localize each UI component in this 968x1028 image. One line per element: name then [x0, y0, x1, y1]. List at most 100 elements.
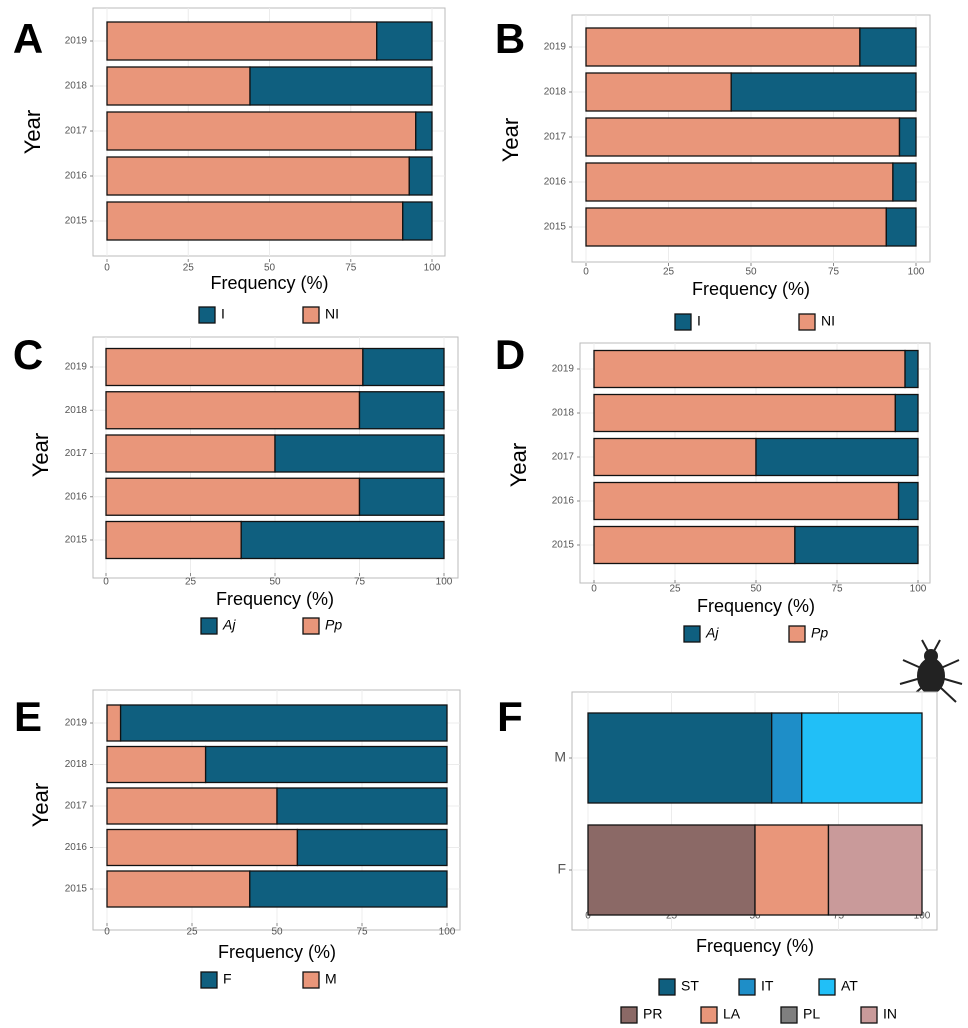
x-tick-label: 0 [103, 577, 109, 588]
bar-segment [107, 747, 206, 783]
x-axis-title: Frequency (%) [216, 589, 334, 609]
x-tick-label: 25 [183, 263, 195, 274]
y-tick-label: 2015 [552, 540, 575, 551]
bar-segment [377, 22, 432, 60]
legend-swatch [675, 314, 691, 330]
bar-segment [106, 349, 363, 386]
bar-segment [802, 713, 922, 803]
bar-segment [275, 435, 444, 472]
bar-segment [107, 705, 121, 741]
y-tick-label: 2017 [552, 452, 575, 463]
y-axis-title: Year [20, 110, 45, 154]
y-tick-label: 2015 [544, 222, 567, 233]
bar-segment [588, 825, 755, 915]
bar-segment [250, 871, 447, 907]
x-tick-label: 25 [669, 584, 681, 595]
x-axis-title: Frequency (%) [210, 273, 328, 293]
bar-segment [121, 705, 447, 741]
legend-label: PR [643, 1006, 662, 1022]
bar-segment [106, 478, 360, 515]
bar-segment [588, 713, 772, 803]
bar-segment [900, 118, 917, 156]
x-tick-label: 50 [745, 267, 757, 278]
x-tick-label: 0 [591, 584, 597, 595]
legend-label: Pp [325, 617, 342, 633]
x-tick-label: 0 [104, 927, 110, 938]
bar-segment [886, 208, 916, 246]
bar-segment [107, 112, 416, 150]
bar-segment [360, 478, 445, 515]
x-tick-label: 50 [750, 584, 762, 595]
x-axis-title: Frequency (%) [697, 596, 815, 616]
y-axis-title: Year [506, 443, 531, 487]
y-tick-label: 2019 [544, 42, 567, 53]
x-tick-label: 100 [908, 267, 925, 278]
x-tick-label: 25 [186, 927, 198, 938]
legend-swatch [861, 1007, 877, 1023]
y-tick-label: 2016 [544, 177, 567, 188]
y-tick-label: 2019 [552, 364, 575, 375]
y-tick-label: 2015 [65, 216, 88, 227]
bar-segment [756, 439, 918, 476]
bar-segment [403, 202, 432, 240]
y-tick-label: 2018 [544, 87, 567, 98]
bar-segment [905, 351, 918, 388]
y-tick-label: 2019 [65, 718, 88, 729]
bar-segment [731, 73, 916, 111]
y-tick-label: 2016 [65, 491, 88, 502]
x-tick-label: 75 [828, 267, 840, 278]
legend-swatch [303, 972, 319, 988]
bar-segment [107, 830, 297, 866]
legend-swatch [684, 626, 700, 642]
legend-label: AT [841, 978, 858, 994]
y-tick-label: 2016 [65, 842, 88, 853]
y-tick-label: F [557, 861, 566, 877]
figure: A 0 25 50 75 100 2015 2016 2017 2018 2019 Frequency… [0, 0, 968, 1028]
x-tick-label: 100 [910, 584, 927, 595]
legend-label: I [697, 313, 701, 329]
bar-segment [360, 392, 445, 429]
legend-label: M [325, 971, 337, 987]
bar-segment [895, 395, 918, 432]
panel-label: F [497, 693, 523, 740]
x-tick-label: 100 [439, 927, 456, 938]
x-tick-label: 100 [436, 577, 453, 588]
legend-label: IT [761, 978, 774, 994]
bar-segment [241, 522, 444, 559]
x-tick-label: 0 [583, 267, 589, 278]
bar-segment [594, 351, 905, 388]
y-tick-label: 2015 [65, 884, 88, 895]
y-tick-label: 2018 [552, 408, 575, 419]
panel-label: A [13, 15, 43, 62]
bar-segment [893, 163, 916, 201]
legend-label: Pp [811, 625, 828, 641]
legend-label: F [223, 971, 232, 987]
y-tick-label: 2016 [552, 496, 575, 507]
page: {"chart_data": [ {"type": "bar", "orient… [0, 0, 968, 1028]
bar-segment [594, 439, 756, 476]
y-tick-label: 2018 [65, 759, 88, 770]
legend-swatch [701, 1007, 717, 1023]
x-tick-label: 50 [271, 927, 283, 938]
legend-swatch [199, 307, 215, 323]
x-tick-label: 75 [345, 263, 357, 274]
legend-label: NI [821, 313, 835, 329]
legend-label: IN [883, 1006, 897, 1022]
bar-segment [106, 435, 275, 472]
bar-segment [828, 825, 922, 915]
legend-swatch [621, 1007, 637, 1023]
bar-segment [107, 202, 403, 240]
legend-swatch [789, 626, 805, 642]
panel-label: E [14, 693, 42, 740]
y-tick-label: 2017 [65, 801, 88, 812]
bar-segment [755, 825, 828, 915]
y-axis-title: Year [498, 118, 523, 162]
panel: F0255075100FMFrequency (%)STITATPRLAPLIN [497, 692, 937, 1023]
x-axis-title: Frequency (%) [218, 942, 336, 962]
legend-label: NI [325, 306, 339, 322]
y-tick-label: M [554, 749, 566, 765]
bar-segment [106, 392, 360, 429]
